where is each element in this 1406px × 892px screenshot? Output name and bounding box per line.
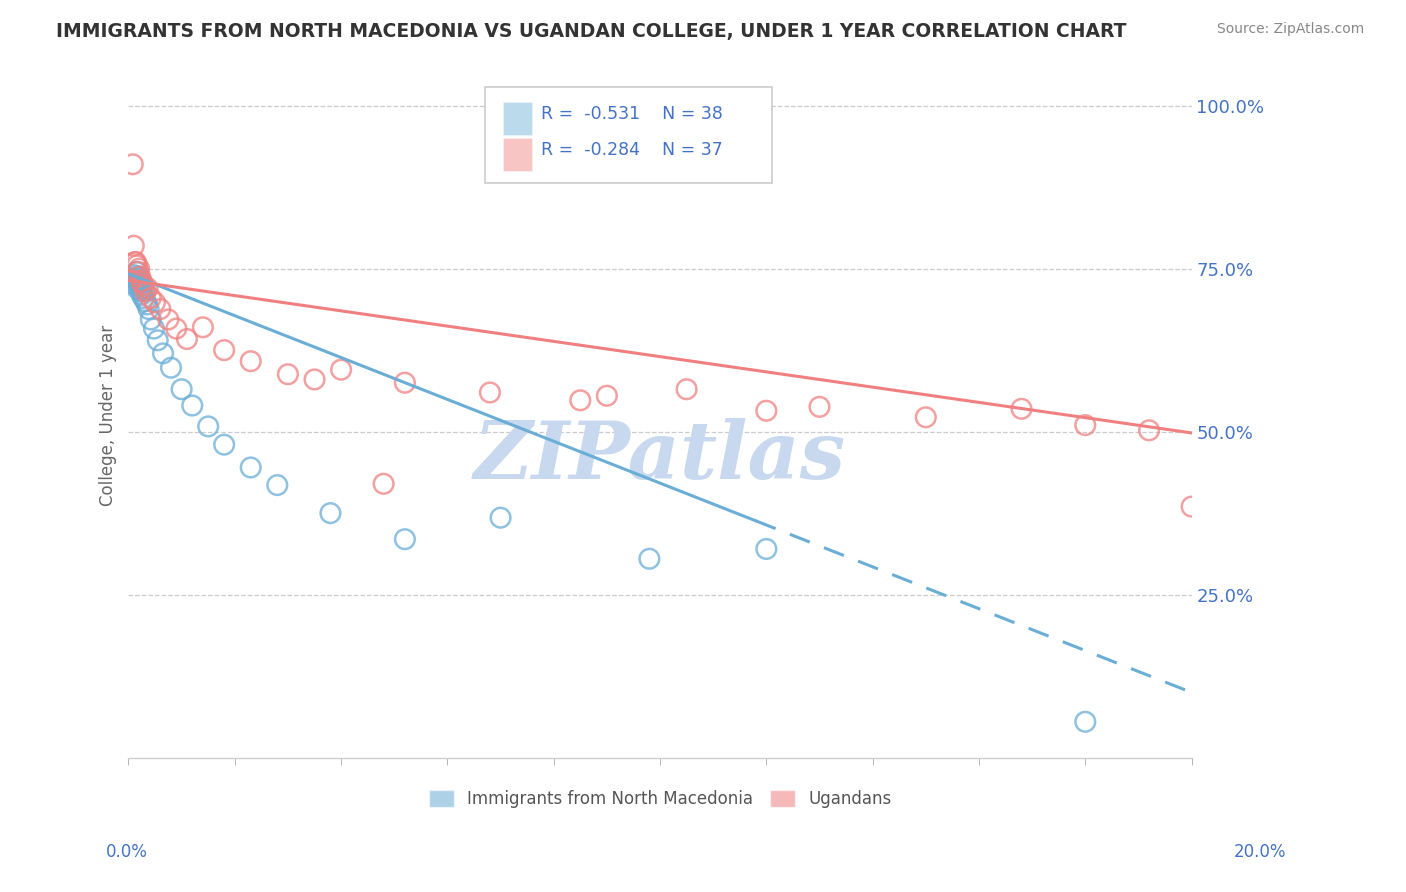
Point bbox=[277, 368, 299, 382]
Point bbox=[191, 320, 214, 334]
Point bbox=[1074, 418, 1097, 433]
Point bbox=[176, 332, 198, 346]
Point bbox=[212, 343, 235, 357]
Point bbox=[197, 419, 219, 434]
Point bbox=[755, 541, 778, 556]
Point bbox=[146, 334, 169, 348]
Point bbox=[125, 255, 148, 269]
Point bbox=[394, 532, 416, 546]
Point bbox=[1074, 714, 1097, 729]
Point bbox=[212, 437, 235, 451]
Point bbox=[129, 269, 152, 284]
Point bbox=[128, 276, 150, 290]
Point bbox=[121, 157, 143, 171]
Point bbox=[478, 385, 501, 400]
Point bbox=[638, 551, 661, 566]
Point bbox=[755, 403, 778, 417]
Point bbox=[129, 285, 152, 299]
Point bbox=[160, 360, 183, 375]
Point bbox=[124, 255, 146, 269]
Bar bbox=[503, 102, 533, 135]
Point bbox=[1137, 423, 1160, 437]
Text: 20.0%: 20.0% bbox=[1234, 843, 1286, 861]
Y-axis label: College, Under 1 year: College, Under 1 year bbox=[100, 325, 117, 506]
Point bbox=[808, 400, 831, 414]
Text: ZIPatlas: ZIPatlas bbox=[474, 417, 846, 495]
Point bbox=[136, 281, 159, 295]
Point bbox=[127, 269, 149, 284]
Point bbox=[373, 476, 395, 491]
Point bbox=[149, 301, 172, 316]
Point bbox=[129, 275, 152, 289]
Point bbox=[165, 321, 187, 335]
Text: R =  -0.284    N = 37: R = -0.284 N = 37 bbox=[541, 142, 723, 160]
Point bbox=[319, 506, 342, 520]
Point bbox=[304, 372, 326, 386]
Point bbox=[157, 312, 180, 326]
Point bbox=[124, 277, 146, 292]
Text: 0.0%: 0.0% bbox=[105, 843, 148, 861]
Point bbox=[132, 291, 155, 305]
Point bbox=[125, 265, 148, 279]
Point bbox=[143, 321, 166, 335]
Point bbox=[128, 277, 150, 292]
Point bbox=[330, 362, 353, 376]
Point bbox=[121, 271, 143, 285]
Point bbox=[139, 312, 162, 326]
Point bbox=[122, 239, 145, 253]
Point bbox=[239, 354, 262, 368]
Bar bbox=[503, 138, 533, 171]
Point bbox=[125, 258, 148, 272]
Point bbox=[134, 285, 156, 299]
Point bbox=[1011, 401, 1033, 416]
Point bbox=[139, 291, 162, 305]
Point bbox=[143, 295, 166, 310]
Point bbox=[131, 275, 153, 289]
Text: IMMIGRANTS FROM NORTH MACEDONIA VS UGANDAN COLLEGE, UNDER 1 YEAR CORRELATION CHA: IMMIGRANTS FROM NORTH MACEDONIA VS UGAND… bbox=[56, 22, 1126, 41]
Text: R =  -0.531    N = 38: R = -0.531 N = 38 bbox=[541, 105, 723, 123]
Point bbox=[131, 281, 153, 295]
Point bbox=[125, 281, 148, 295]
Point bbox=[569, 393, 592, 408]
Point bbox=[134, 283, 156, 297]
Point bbox=[914, 410, 936, 425]
FancyBboxPatch shape bbox=[485, 87, 772, 183]
Text: Source: ZipAtlas.com: Source: ZipAtlas.com bbox=[1216, 22, 1364, 37]
Point bbox=[127, 273, 149, 287]
Point bbox=[136, 297, 159, 311]
Point bbox=[675, 382, 697, 396]
Point bbox=[596, 389, 619, 403]
Point bbox=[181, 399, 204, 413]
Point bbox=[138, 301, 160, 316]
Legend: Immigrants from North Macedonia, Ugandans: Immigrants from North Macedonia, Ugandan… bbox=[422, 783, 898, 814]
Point bbox=[266, 478, 288, 492]
Point bbox=[128, 271, 150, 285]
Point bbox=[170, 382, 193, 396]
Point bbox=[152, 346, 174, 360]
Point bbox=[1181, 500, 1204, 514]
Point bbox=[127, 265, 149, 279]
Point bbox=[122, 268, 145, 282]
Point bbox=[124, 275, 146, 289]
Point bbox=[489, 510, 512, 524]
Point bbox=[132, 277, 155, 292]
Point bbox=[129, 283, 152, 297]
Point bbox=[128, 261, 150, 276]
Point bbox=[394, 376, 416, 390]
Point bbox=[131, 287, 153, 301]
Point bbox=[239, 460, 262, 475]
Point bbox=[134, 294, 156, 309]
